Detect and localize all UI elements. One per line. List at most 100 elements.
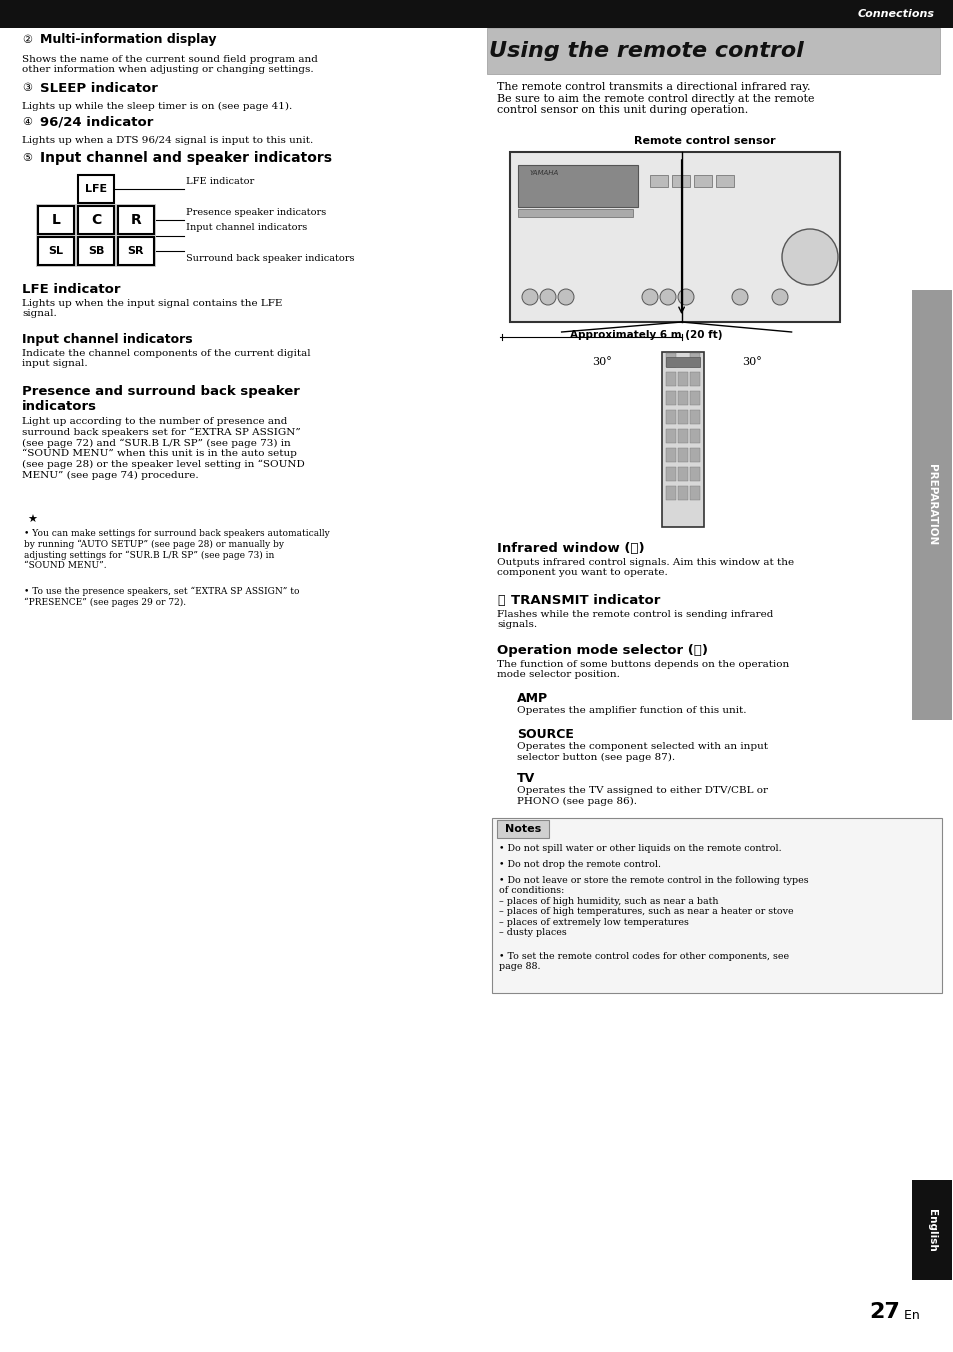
Bar bbox=[36, 204, 156, 237]
Text: Indicate the channel components of the current digital
input signal.: Indicate the channel components of the c… bbox=[22, 349, 311, 368]
Bar bbox=[693, 174, 711, 187]
Circle shape bbox=[771, 289, 787, 306]
Text: PREPARATION: PREPARATION bbox=[926, 464, 936, 546]
Bar bbox=[661, 352, 703, 527]
Text: Notes: Notes bbox=[504, 823, 540, 834]
Bar bbox=[665, 391, 675, 406]
Text: SL: SL bbox=[49, 246, 64, 256]
Text: AMP: AMP bbox=[517, 692, 548, 704]
Bar bbox=[78, 206, 113, 234]
Bar bbox=[689, 466, 699, 481]
Bar bbox=[689, 391, 699, 406]
Text: The remote control transmits a directional infrared ray.
Be sure to aim the remo: The remote control transmits a direction… bbox=[497, 82, 814, 115]
Bar bbox=[665, 372, 675, 387]
Bar bbox=[677, 429, 687, 443]
Bar bbox=[38, 237, 74, 265]
Text: TRANSMIT indicator: TRANSMIT indicator bbox=[511, 594, 659, 607]
Text: Presence and surround back speaker
indicators: Presence and surround back speaker indic… bbox=[22, 385, 299, 412]
Bar bbox=[510, 151, 840, 322]
Bar bbox=[677, 448, 687, 462]
Bar bbox=[689, 429, 699, 443]
Bar bbox=[517, 210, 633, 218]
Text: R: R bbox=[131, 214, 141, 227]
Bar bbox=[716, 174, 733, 187]
Text: Connections: Connections bbox=[857, 9, 934, 19]
Circle shape bbox=[731, 289, 747, 306]
Text: 30°: 30° bbox=[740, 357, 760, 366]
Bar bbox=[36, 235, 156, 266]
Bar bbox=[689, 353, 699, 366]
Circle shape bbox=[641, 289, 658, 306]
Text: ②: ② bbox=[22, 35, 32, 45]
Bar bbox=[677, 485, 687, 500]
Text: En: En bbox=[899, 1309, 919, 1322]
Text: • To set the remote control codes for other components, see
page 88.: • To set the remote control codes for ot… bbox=[498, 952, 788, 971]
Text: LFE: LFE bbox=[85, 184, 107, 193]
Bar bbox=[649, 174, 667, 187]
Bar bbox=[677, 410, 687, 425]
Text: Operates the TV assigned to either DTV/CBL or
PHONO (see page 86).: Operates the TV assigned to either DTV/C… bbox=[517, 786, 767, 806]
Text: Lights up when a DTS 96/24 signal is input to this unit.: Lights up when a DTS 96/24 signal is inp… bbox=[22, 137, 313, 145]
Text: Surround back speaker indicators: Surround back speaker indicators bbox=[186, 254, 355, 264]
Text: ⑤: ⑤ bbox=[22, 153, 32, 164]
Text: English: English bbox=[926, 1209, 936, 1252]
Text: Outputs infrared control signals. Aim this window at the
component you want to o: Outputs infrared control signals. Aim th… bbox=[497, 558, 793, 577]
Bar bbox=[665, 357, 699, 366]
Text: Input channel indicators: Input channel indicators bbox=[186, 223, 307, 233]
Bar bbox=[517, 165, 638, 207]
Text: • Do not drop the remote control.: • Do not drop the remote control. bbox=[498, 860, 660, 869]
Bar bbox=[911, 1180, 951, 1280]
Text: SR: SR bbox=[128, 246, 144, 256]
Text: L: L bbox=[51, 214, 60, 227]
Text: Lights up when the input signal contains the LFE
signal.: Lights up when the input signal contains… bbox=[22, 299, 282, 319]
Text: 27: 27 bbox=[868, 1302, 899, 1322]
Bar bbox=[665, 448, 675, 462]
Text: Input channel and speaker indicators: Input channel and speaker indicators bbox=[40, 151, 332, 165]
Text: ③: ③ bbox=[22, 82, 32, 93]
Bar bbox=[677, 466, 687, 481]
Text: • To use the presence speakers, set “EXTRA SP ASSIGN” to
“PRESENCE” (see pages 2: • To use the presence speakers, set “EXT… bbox=[24, 587, 299, 607]
Bar bbox=[78, 174, 113, 203]
Text: ★: ★ bbox=[27, 515, 37, 525]
Bar bbox=[665, 429, 675, 443]
Circle shape bbox=[539, 289, 556, 306]
Text: Approximately 6 m (20 ft): Approximately 6 m (20 ft) bbox=[569, 330, 721, 339]
Bar bbox=[0, 0, 953, 28]
Text: Ⓦ: Ⓦ bbox=[497, 594, 504, 607]
Bar bbox=[118, 206, 153, 234]
Bar bbox=[665, 410, 675, 425]
Bar bbox=[677, 391, 687, 406]
Text: ④: ④ bbox=[22, 118, 32, 127]
Text: 96/24 indicator: 96/24 indicator bbox=[40, 115, 153, 128]
Text: Presence speaker indicators: Presence speaker indicators bbox=[186, 208, 326, 218]
Text: Multi-information display: Multi-information display bbox=[40, 34, 216, 46]
Text: Remote control sensor: Remote control sensor bbox=[634, 137, 775, 146]
Text: Input channel indicators: Input channel indicators bbox=[22, 333, 193, 346]
Bar bbox=[38, 206, 74, 234]
Text: TV: TV bbox=[517, 772, 535, 786]
Bar bbox=[689, 485, 699, 500]
Bar bbox=[665, 353, 675, 366]
Text: • Do not leave or store the remote control in the following types
of conditions:: • Do not leave or store the remote contr… bbox=[498, 876, 808, 937]
Text: C: C bbox=[91, 214, 101, 227]
Text: Infrared window (⒪): Infrared window (⒪) bbox=[497, 542, 644, 556]
Bar bbox=[689, 372, 699, 387]
Text: • You can make settings for surround back speakers automatically
by running “AUT: • You can make settings for surround bac… bbox=[24, 529, 330, 571]
Text: 30°: 30° bbox=[591, 357, 611, 366]
Text: YAMAHA: YAMAHA bbox=[530, 170, 558, 176]
Bar bbox=[486, 28, 939, 74]
Text: Shows the name of the current sound field program and
other information when adj: Shows the name of the current sound fiel… bbox=[22, 55, 317, 74]
Circle shape bbox=[678, 289, 693, 306]
Text: LFE indicator: LFE indicator bbox=[186, 177, 254, 187]
Text: Flashes while the remote control is sending infrared
signals.: Flashes while the remote control is send… bbox=[497, 610, 773, 630]
Bar bbox=[911, 289, 951, 721]
Text: LFE indicator: LFE indicator bbox=[22, 283, 120, 296]
Bar bbox=[497, 821, 548, 838]
Circle shape bbox=[558, 289, 574, 306]
Circle shape bbox=[781, 228, 837, 285]
Bar bbox=[665, 485, 675, 500]
Text: The function of some buttons depends on the operation
mode selector position.: The function of some buttons depends on … bbox=[497, 660, 788, 680]
Bar bbox=[118, 237, 153, 265]
Text: SOURCE: SOURCE bbox=[517, 727, 574, 741]
Text: SLEEP indicator: SLEEP indicator bbox=[40, 81, 157, 95]
